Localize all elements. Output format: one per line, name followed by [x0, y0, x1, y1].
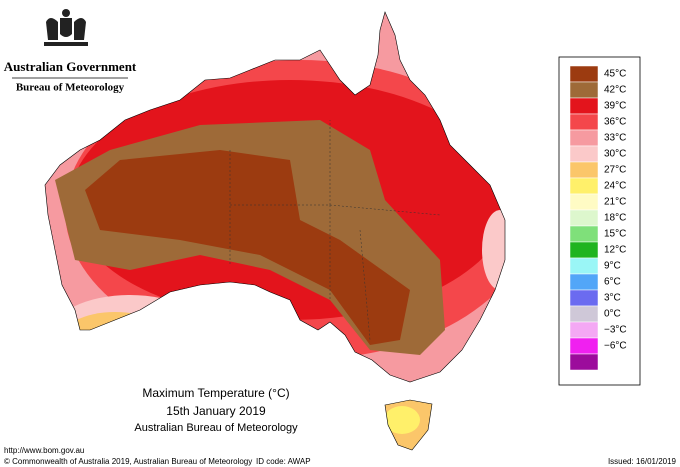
- legend-label: 42°C: [604, 85, 626, 96]
- legend-label: 0°C: [604, 309, 621, 320]
- zone: [385, 406, 420, 434]
- agency-name: Australian Government: [4, 59, 137, 74]
- legend-label: 12°C: [604, 245, 626, 256]
- legend-label: 30°C: [604, 149, 626, 160]
- legend-swatch: [569, 209, 599, 227]
- zone: [482, 210, 505, 290]
- legend-label: 33°C: [604, 133, 626, 144]
- legend-swatch: [569, 321, 599, 339]
- legend-label: 9°C: [604, 261, 621, 272]
- legend-swatch: [569, 145, 599, 163]
- legend: 45°C 42°C 39°C 36°C 33°C 30°C 27°C 24°C 21°C 18°C…: [569, 65, 627, 371]
- legend-label: 6°C: [604, 277, 621, 288]
- legend-label: −3°C: [604, 325, 627, 336]
- legend-swatch: [569, 289, 599, 307]
- legend-swatch: [569, 161, 599, 179]
- map-title: Maximum Temperature (°C): [142, 386, 289, 400]
- zone: [50, 295, 210, 375]
- state-border: [229, 120, 441, 341]
- legend-swatch: [569, 305, 599, 323]
- legend-label: 18°C: [604, 213, 626, 224]
- copyright: © Commonwealth of Australia 2019, Austra…: [4, 457, 252, 466]
- map-source: Australian Bureau of Meteorology: [134, 422, 298, 434]
- legend-swatch: [569, 193, 599, 211]
- legend-label: 45°C: [604, 69, 626, 80]
- legend-swatch: [569, 273, 599, 291]
- legend-swatch: [569, 177, 599, 195]
- map-date: 15th January 2019: [166, 404, 266, 418]
- legend-label: 21°C: [604, 197, 626, 208]
- legend-swatch: [569, 113, 599, 131]
- legend-label: 3°C: [604, 293, 621, 304]
- legend-label: 39°C: [604, 101, 626, 112]
- legend-swatch: [569, 257, 599, 275]
- url: http://www.bom.gov.au: [4, 446, 84, 455]
- legend-label: −6°C: [604, 341, 627, 352]
- coastline: [384, 399, 433, 451]
- zone: [85, 150, 410, 345]
- legend-swatch: [569, 81, 599, 99]
- legend-label: 36°C: [604, 117, 626, 128]
- logo: [44, 9, 88, 46]
- legend-swatch: [569, 97, 599, 115]
- legend-label: 27°C: [604, 165, 626, 176]
- legend-swatch: [569, 225, 599, 243]
- legend-swatch: [569, 337, 599, 355]
- issued-date: Issued: 16/01/2019: [608, 457, 677, 466]
- zone: [60, 312, 170, 368]
- legend-label: 24°C: [604, 181, 626, 192]
- legend-swatch: [569, 353, 599, 371]
- id-code: ID code: AWAP: [256, 457, 311, 466]
- legend-swatch: [569, 65, 599, 83]
- legend-swatch: [569, 241, 599, 259]
- bureau-name: Bureau of Meteorology: [16, 82, 125, 94]
- legend-label: 15°C: [604, 229, 626, 240]
- legend-swatch: [569, 129, 599, 147]
